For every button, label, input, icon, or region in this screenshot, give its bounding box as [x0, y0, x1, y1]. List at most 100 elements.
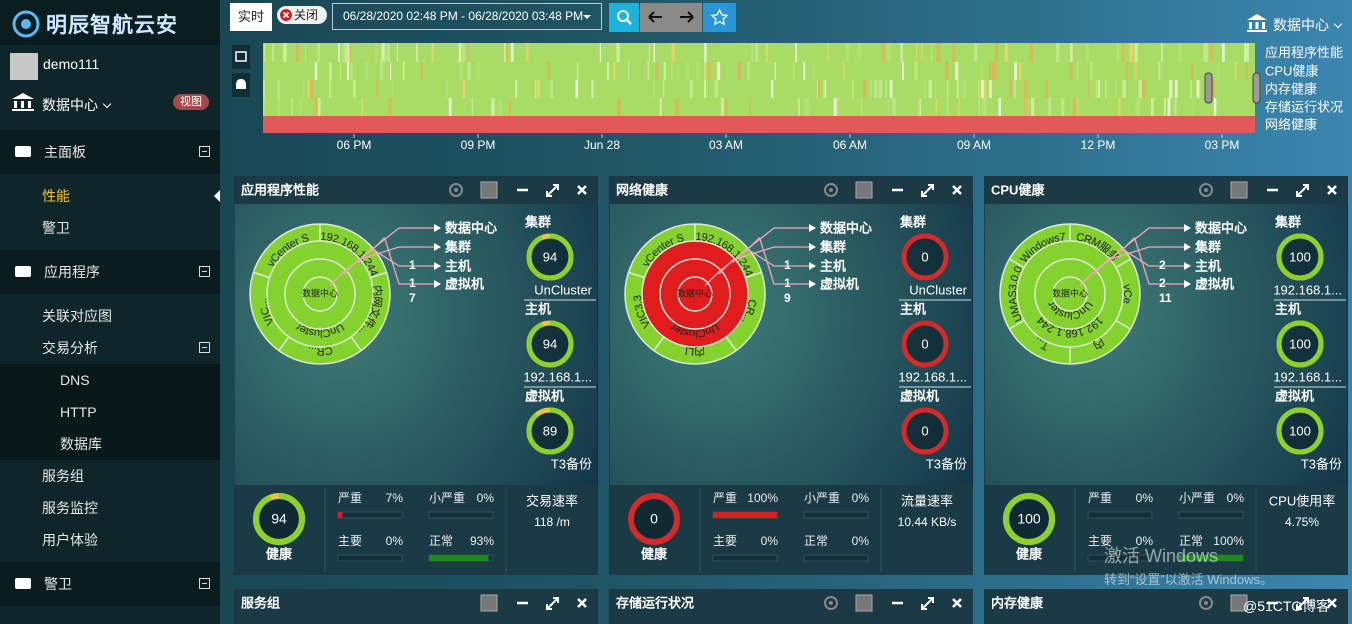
- panel-header: [234, 176, 598, 204]
- target-dot: [454, 188, 458, 192]
- heat-stripe: [962, 80, 966, 98]
- menu-item[interactable]: HTTP: [0, 396, 220, 428]
- heat-stripe: [415, 43, 418, 62]
- heat-stripe: [342, 43, 344, 62]
- panel-title: 应用程序性能: [241, 182, 319, 197]
- user-name[interactable]: demo111: [43, 56, 100, 72]
- heat-stripe: [689, 80, 694, 98]
- logo-bar: 明辰智航云安: [0, 0, 220, 45]
- favorite-button[interactable]: [703, 3, 736, 32]
- count-label: 9: [784, 291, 791, 305]
- heat-stripe: [823, 80, 826, 98]
- heat-stripe: [1206, 43, 1208, 62]
- stat-label: 小严重: [1179, 491, 1215, 505]
- heat-stripe: [467, 43, 469, 62]
- stat-value: 0%: [852, 491, 870, 505]
- heat-stripe: [1044, 80, 1049, 98]
- active-pointer: [208, 190, 220, 202]
- heat-stripe: [331, 80, 333, 98]
- gauge-value: 100: [1017, 511, 1041, 527]
- heat-stripe: [671, 62, 673, 80]
- menu-item[interactable]: 交易分析: [0, 332, 220, 364]
- menu-item[interactable]: 应用程序: [0, 250, 220, 294]
- close-button[interactable]: 关闭: [277, 6, 327, 24]
- gauge-arc: [1276, 407, 1324, 455]
- count-label: 1: [409, 258, 416, 272]
- heat-stripe: [1135, 98, 1139, 116]
- heat-stripe: [1013, 80, 1017, 98]
- time-range[interactable]: 06/28/2020 02:48 PM - 06/28/2020 03:48 P…: [332, 3, 602, 30]
- gauge-name: 192.168.1...: [1273, 369, 1342, 384]
- heat-stripe: [347, 62, 350, 80]
- gauge-arc: [1276, 320, 1324, 368]
- legend-leader: [758, 237, 809, 285]
- heat-stripe: [402, 62, 405, 80]
- heat-stripe: [1090, 62, 1094, 80]
- gauge-title: 主机: [1275, 301, 1301, 316]
- sunburst-ring: [677, 276, 713, 312]
- heat-stripe: [305, 43, 307, 62]
- heat-stripe: [386, 43, 391, 62]
- menu-item[interactable]: 警卫: [0, 562, 220, 606]
- panel-header: [609, 589, 973, 624]
- gauge-title: 虚拟机: [525, 388, 564, 403]
- zoom-button[interactable]: [609, 3, 639, 32]
- heat-stripe: [889, 80, 893, 98]
- heat-stripe: [988, 80, 992, 98]
- side-button: [232, 45, 250, 69]
- menu-item[interactable]: 关联对应图: [0, 300, 220, 332]
- legend-leader: [357, 246, 434, 261]
- ring-label-path: CR...: [306, 344, 333, 357]
- panel: 服务组: [234, 589, 598, 624]
- datacenter-select[interactable]: 数据中心: [42, 95, 112, 115]
- heat-stripe: [1218, 62, 1220, 80]
- menu-item[interactable]: 数据库: [0, 428, 220, 460]
- heat-stripe: [1023, 80, 1028, 98]
- menu-item[interactable]: DNS: [0, 364, 220, 396]
- toggle: [199, 146, 210, 157]
- live-button[interactable]: 实时: [230, 3, 272, 31]
- rate-label: 交易速率: [526, 493, 578, 508]
- target-dot: [829, 601, 833, 605]
- ring-divider: [745, 271, 762, 279]
- heat-stripe: [314, 62, 318, 80]
- heat-stripe: [446, 80, 448, 98]
- target-icon: [449, 183, 463, 197]
- legend-leader: [732, 248, 747, 263]
- heat-stripe: [526, 43, 529, 62]
- stat-value: 0%: [386, 534, 404, 548]
- expand-icon: [546, 597, 559, 610]
- menu-item[interactable]: 警卫: [0, 212, 220, 244]
- heat-stripe: [957, 98, 960, 116]
- top-datacenter[interactable]: 数据中心: [1273, 15, 1343, 35]
- menu-item[interactable]: 服务监控: [0, 492, 220, 524]
- menu-item[interactable]: 主面板: [0, 130, 220, 174]
- heat-stripe: [379, 62, 384, 80]
- menu-item[interactable]: 性能: [0, 180, 220, 212]
- view-badge[interactable]: 视图: [173, 94, 209, 110]
- range-handle: [1204, 72, 1213, 104]
- heat-stripe: [994, 43, 999, 62]
- gauge-face: [1276, 233, 1324, 281]
- ring-label-path: UMAS3.0.0: [1007, 264, 1025, 323]
- menu-label: 数据库: [60, 436, 102, 452]
- menu-label: 关联对应图: [42, 308, 112, 324]
- ring-label: 内LI: [684, 344, 706, 359]
- close-icon: [577, 598, 587, 608]
- menu-item[interactable]: 用户体验: [0, 524, 220, 556]
- legend-leader: [383, 237, 434, 285]
- heat-stripe: [547, 62, 550, 80]
- heat-stripe: [792, 62, 795, 80]
- heat-stripe: [343, 43, 347, 62]
- heat-stripe: [309, 80, 313, 98]
- heat-stripe: [575, 80, 579, 98]
- heat-stripe: [885, 80, 887, 98]
- toggle: [199, 266, 210, 277]
- heat-stripe: [655, 62, 659, 80]
- heat-stripe: [955, 62, 958, 80]
- menu-item[interactable]: 服务组: [0, 460, 220, 492]
- ring-divider: [253, 271, 270, 279]
- heat-stripe: [807, 98, 810, 116]
- gauge-name: 192.168.1...: [523, 369, 592, 384]
- heat-stripe: [1167, 98, 1171, 116]
